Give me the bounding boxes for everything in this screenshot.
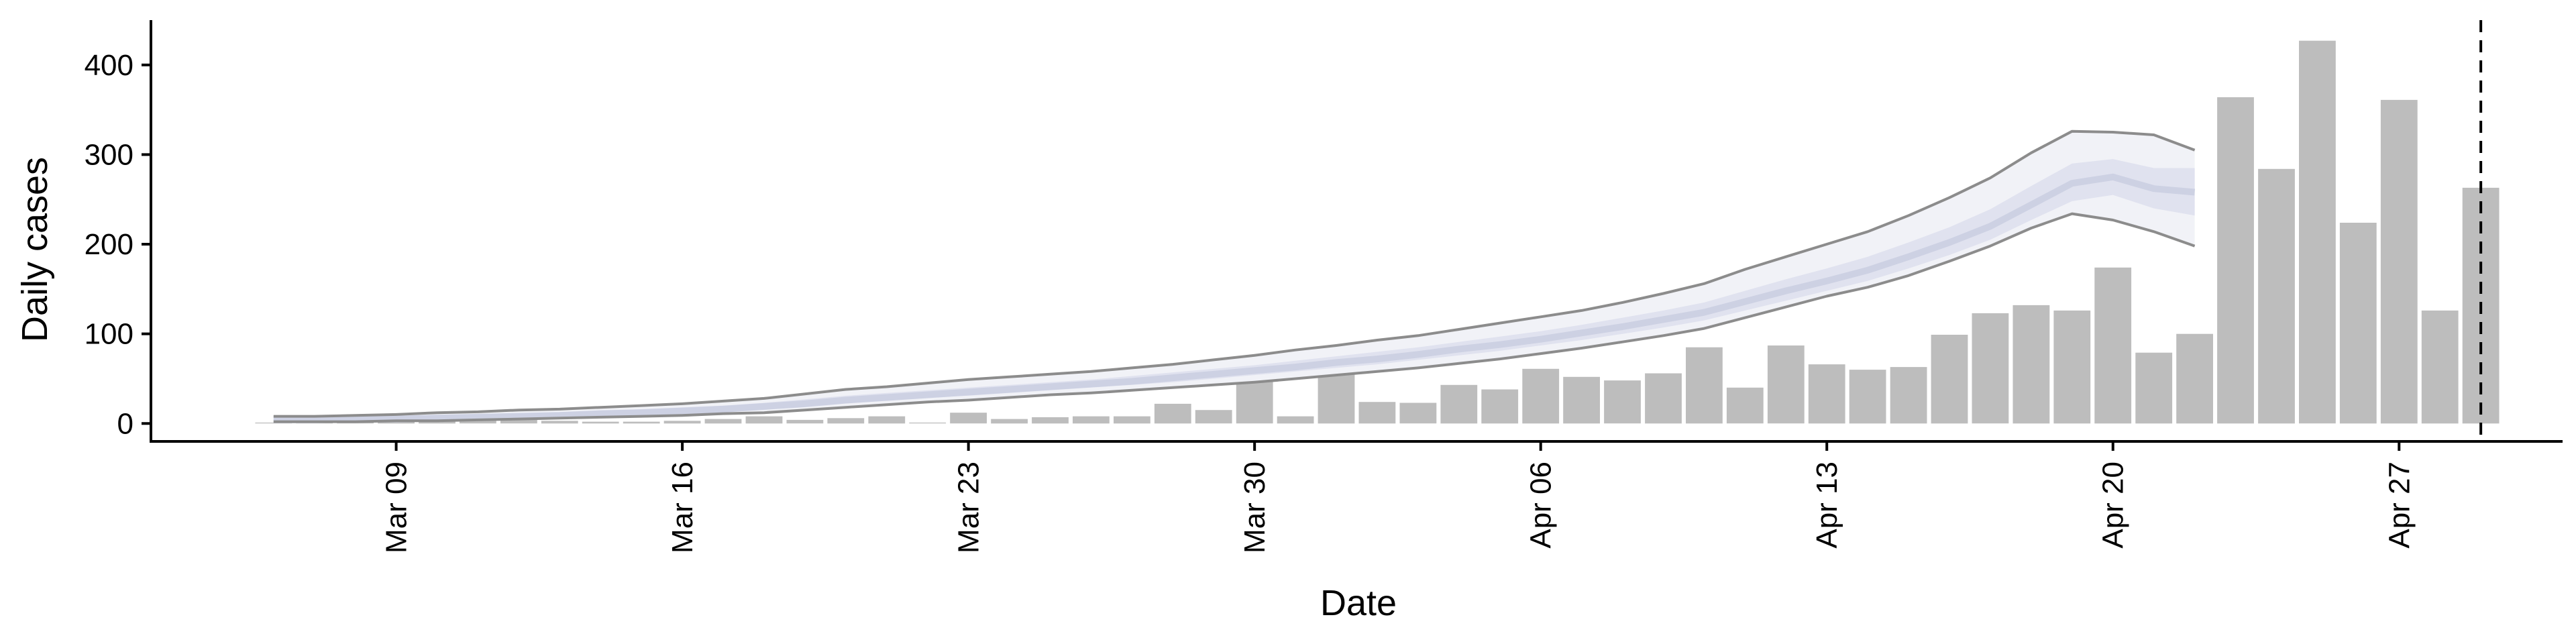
bar [868, 416, 906, 424]
bar [2135, 352, 2173, 424]
bar [1114, 416, 1150, 424]
forecast-layer [273, 129, 2196, 423]
bar [1073, 416, 1110, 424]
bar [1890, 367, 1927, 424]
bar [1154, 403, 1191, 424]
x-tick-label: Apr 20 [2097, 462, 2130, 549]
x-tick-label: Apr 27 [2383, 462, 2416, 549]
bar [1726, 387, 1764, 424]
axes-layer: 0 100 200 300 400 Mar 09 Mar 16 Mar 23 Mar 30 Apr… [85, 20, 2563, 553]
bar [1563, 376, 1600, 424]
bar [1440, 384, 1478, 424]
bar [663, 421, 701, 424]
bar [2380, 99, 2418, 424]
bar [1686, 347, 1723, 424]
x-tick-label: Mar 30 [1238, 462, 1271, 553]
y-axis-title: Daily cases [15, 157, 55, 342]
bar [1522, 368, 1560, 424]
x-tick-label: Mar 16 [666, 462, 699, 553]
bar [704, 419, 742, 424]
forecast-band-50 [273, 159, 2195, 421]
bar [786, 419, 824, 424]
bar [991, 419, 1028, 424]
x-axis-title: Date [1320, 583, 1397, 623]
bar [827, 418, 865, 424]
x-tick-label: Mar 23 [953, 462, 985, 553]
bar [1808, 364, 1845, 424]
bar [745, 416, 783, 424]
bar [2258, 168, 2295, 424]
bar [2094, 267, 2132, 424]
bar [2299, 40, 2336, 424]
bar [950, 413, 987, 424]
y-tick-label: 200 [85, 228, 133, 261]
bar [460, 419, 496, 424]
bar [2053, 310, 2091, 424]
y-tick-label: 100 [85, 318, 133, 351]
bar [500, 419, 537, 424]
bar [1399, 402, 1437, 424]
bar [1604, 380, 1641, 424]
bar [623, 421, 660, 424]
x-tick-label: Apr 06 [1525, 462, 1558, 549]
x-tick-label: Apr 13 [1811, 462, 1843, 549]
y-tick-label: 300 [85, 138, 133, 171]
bar [541, 421, 578, 424]
bar [1972, 313, 2009, 424]
bar [1767, 345, 1805, 424]
bar [2217, 97, 2254, 424]
forecast-median-line [273, 173, 2196, 423]
x-tick-label: Mar 09 [380, 462, 413, 553]
y-tick-label: 400 [85, 49, 133, 82]
bar [582, 421, 619, 424]
forecast-upper-bound-line [273, 129, 2196, 418]
bar [378, 421, 415, 424]
forecast-lower-bound-line [273, 212, 2196, 423]
bar [1931, 335, 1968, 424]
bar [1236, 380, 1273, 424]
bar [1645, 373, 1682, 424]
y-tick-label: 0 [117, 407, 133, 440]
bar [1032, 417, 1069, 424]
bars-layer [255, 40, 2500, 424]
bar [1849, 370, 1886, 424]
bar [1277, 416, 1314, 424]
bar [2339, 223, 2377, 424]
bar [1195, 410, 1232, 424]
bar [1318, 372, 1355, 424]
bar [2421, 310, 2459, 424]
bar [1358, 402, 1396, 424]
bar [1481, 389, 1519, 424]
bar [2012, 305, 2050, 424]
bar [2176, 333, 2213, 424]
